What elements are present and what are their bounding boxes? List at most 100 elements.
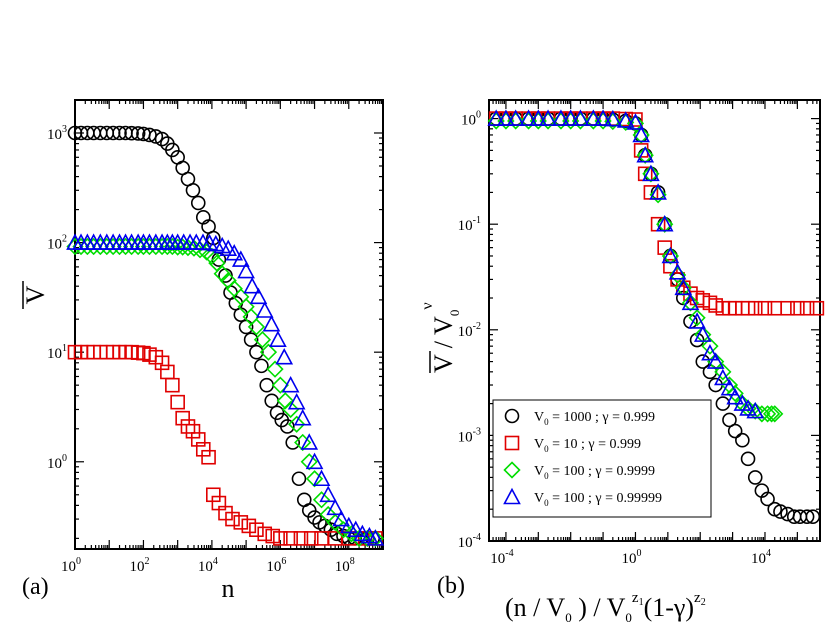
- panel-b-xtick-label: 10-4: [490, 548, 513, 567]
- panel-b-point: [539, 109, 557, 126]
- panel-b-point: [584, 109, 603, 126]
- panel-a-point: [332, 509, 351, 527]
- panel-a-point: [249, 522, 264, 538]
- panel-a-ticks: 100 102 104 106 108 100 101 102 103: [47, 99, 384, 575]
- panel-b-point: [632, 126, 650, 144]
- panel-b-point: [714, 368, 732, 386]
- panel-b-point: [487, 109, 506, 126]
- panel-b-ytick-label: 100: [461, 110, 481, 129]
- panel-a-point: [206, 487, 221, 503]
- panel-a-point: [247, 318, 266, 336]
- panel-b-point: [649, 186, 667, 204]
- panel-a-point: [154, 131, 170, 147]
- panel-a-point: [219, 239, 238, 256]
- panel-b-point: [746, 401, 765, 419]
- panel-a-point: [191, 241, 209, 259]
- panel-a-point: [334, 521, 353, 539]
- panel-a-point: [254, 358, 269, 374]
- panel-a-point: [265, 528, 281, 544]
- panel-b-point: [694, 325, 712, 344]
- panel-a-point: [175, 410, 190, 426]
- panel-a-ytick-label: 103: [47, 124, 67, 143]
- panel-a-point: [170, 394, 185, 410]
- panel-a-point: [259, 343, 278, 361]
- panel-b-point: [799, 300, 815, 316]
- panel-b-point: [693, 325, 712, 342]
- panel-a-point: [259, 377, 275, 393]
- panel-a-point: [241, 518, 257, 534]
- panel-b-point: [506, 109, 525, 126]
- panel-b-xlabel: (n / V0 ) / V0z1(1-γ)z2: [505, 590, 706, 625]
- panel-a-point: [285, 435, 301, 450]
- panel-a-point: [195, 441, 211, 457]
- panel-b-point: [799, 509, 815, 524]
- panel-b-point: [805, 509, 821, 524]
- panel-b-ytick-label: 10-1: [458, 215, 481, 234]
- panel-a-xtick-label: 100: [61, 556, 81, 575]
- panel-a-point: [112, 125, 127, 141]
- panel-b-point: [701, 344, 719, 361]
- panel-a-xtick-label: 106: [266, 556, 286, 575]
- panel-a-point: [326, 498, 344, 516]
- legend-entry-text: V0 = 10 ; γ = 0.999: [534, 437, 641, 454]
- panel-a-point: [319, 485, 338, 503]
- panel-a-label: (a): [22, 574, 49, 600]
- panel-a-ytick-label: 101: [47, 343, 67, 362]
- panel-a-point: [300, 433, 319, 450]
- panel-a-ylabel-text: V: [21, 285, 50, 304]
- panel-a-point: [237, 261, 255, 279]
- panel-b-point: [674, 278, 693, 296]
- panel-a-point: [165, 142, 180, 158]
- panel-a-frame: [74, 99, 384, 550]
- panel-a-point: [273, 531, 288, 546]
- panel-a-series-circle: [67, 125, 380, 546]
- panel-b-ylabel-text: V / V0ν: [419, 302, 462, 373]
- panel-a-point: [266, 360, 284, 378]
- panel-b-point: [688, 312, 706, 329]
- panel-a-point: [288, 415, 306, 433]
- panel-a-point: [190, 432, 206, 447]
- panel-a-point: [148, 129, 164, 144]
- legend-entry-text: V0 = 1000 ; γ = 0.999: [534, 410, 655, 427]
- panel-a-point: [249, 287, 268, 305]
- panel-b-point: [809, 300, 825, 316]
- panel-a-point: [291, 471, 307, 487]
- panel-a-ytick-label: 102: [47, 234, 67, 253]
- panel-a-point: [225, 280, 243, 298]
- panel-a-point: [307, 510, 322, 525]
- panel-a-point: [180, 419, 196, 434]
- panel-b-point: [701, 337, 719, 355]
- panel-a-point: [203, 247, 221, 265]
- panel-b-point: [655, 215, 674, 232]
- panel-b-point: [594, 109, 612, 126]
- panel-b-series-diamond: [487, 112, 784, 423]
- panel-a-point: [271, 376, 289, 394]
- panel-b-point: [739, 399, 757, 416]
- panel-b-label: (b): [437, 573, 465, 599]
- legend: V0 = 1000 ; γ = 0.999 V0 = 10 ; γ = 0.999…: [492, 399, 712, 518]
- panel-a-xtick-label: 108: [335, 556, 355, 575]
- panel-a-point: [281, 375, 300, 393]
- panel-a-point: [231, 250, 250, 267]
- panel-a-point: [303, 531, 319, 546]
- panel-a-point: [185, 423, 201, 439]
- legend-box: [492, 399, 712, 518]
- panel-a-point: [249, 344, 264, 360]
- panel-b-series-triangle: [487, 109, 765, 419]
- panel-a-point: [243, 332, 259, 347]
- panel-b-point: [757, 300, 773, 316]
- panel-a-point: [269, 330, 287, 347]
- panel-a-point: [346, 520, 365, 538]
- panel-b-point: [642, 165, 660, 183]
- legend-marker: [503, 487, 521, 505]
- panel-b-point: [740, 451, 756, 467]
- panel-b-point: [674, 279, 692, 297]
- panel-a-series-square: [67, 344, 383, 546]
- panel-a-point: [293, 408, 312, 426]
- legend-marker: [504, 435, 520, 451]
- panel-b-point: [766, 405, 784, 423]
- panel-a-point: [280, 419, 295, 434]
- panel-b-point: [668, 263, 687, 280]
- panel-a-point: [185, 182, 201, 198]
